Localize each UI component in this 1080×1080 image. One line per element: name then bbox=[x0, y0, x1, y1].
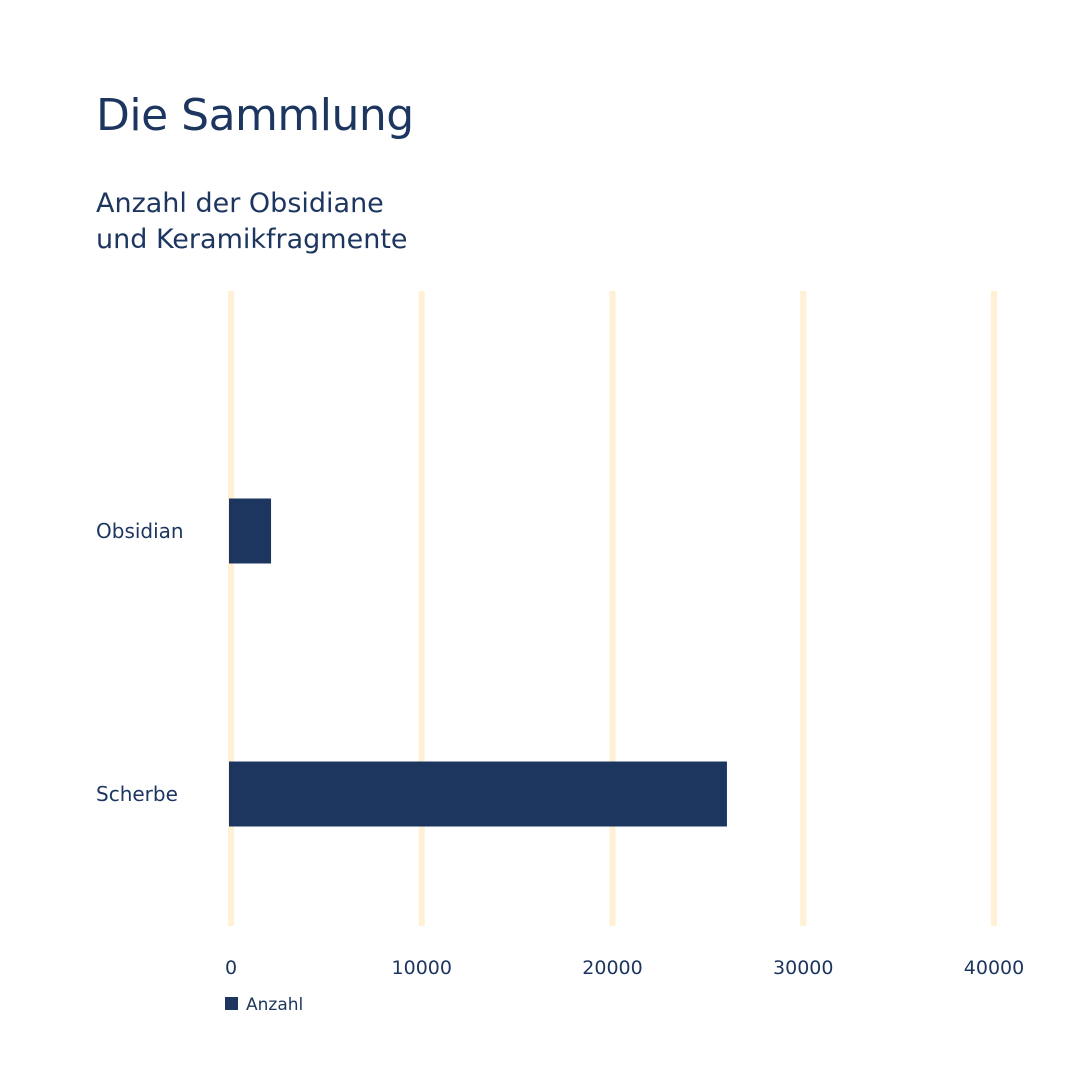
x-tick-label: 40000 bbox=[964, 957, 1024, 979]
chart-subtitle: Anzahl der Obsidiane und Keramikfragment… bbox=[96, 186, 408, 258]
x-tick-label: 10000 bbox=[392, 957, 452, 979]
category-label: Obsidian bbox=[96, 519, 184, 543]
x-tick-label: 0 bbox=[225, 957, 237, 979]
bar bbox=[229, 498, 272, 564]
legend-swatch bbox=[225, 997, 238, 1010]
bar bbox=[229, 761, 727, 827]
x-tick-label: 30000 bbox=[773, 957, 833, 979]
page-title: Die Sammlung bbox=[96, 90, 414, 141]
bars bbox=[229, 498, 727, 827]
legend-label: Anzahl bbox=[246, 995, 303, 1015]
grid-lines bbox=[228, 291, 997, 926]
category-labels: Obsidian Scherbe bbox=[96, 519, 184, 806]
chart-subtitle-line-1: Anzahl der Obsidiane bbox=[96, 188, 384, 219]
x-tick-label: 20000 bbox=[582, 957, 642, 979]
category-label: Scherbe bbox=[96, 782, 178, 806]
chart-subtitle-line-2: und Keramikfragmente bbox=[96, 224, 408, 255]
x-axis-ticks: 0 10000 20000 30000 40000 bbox=[225, 957, 1024, 979]
legend: Anzahl bbox=[225, 995, 303, 1015]
